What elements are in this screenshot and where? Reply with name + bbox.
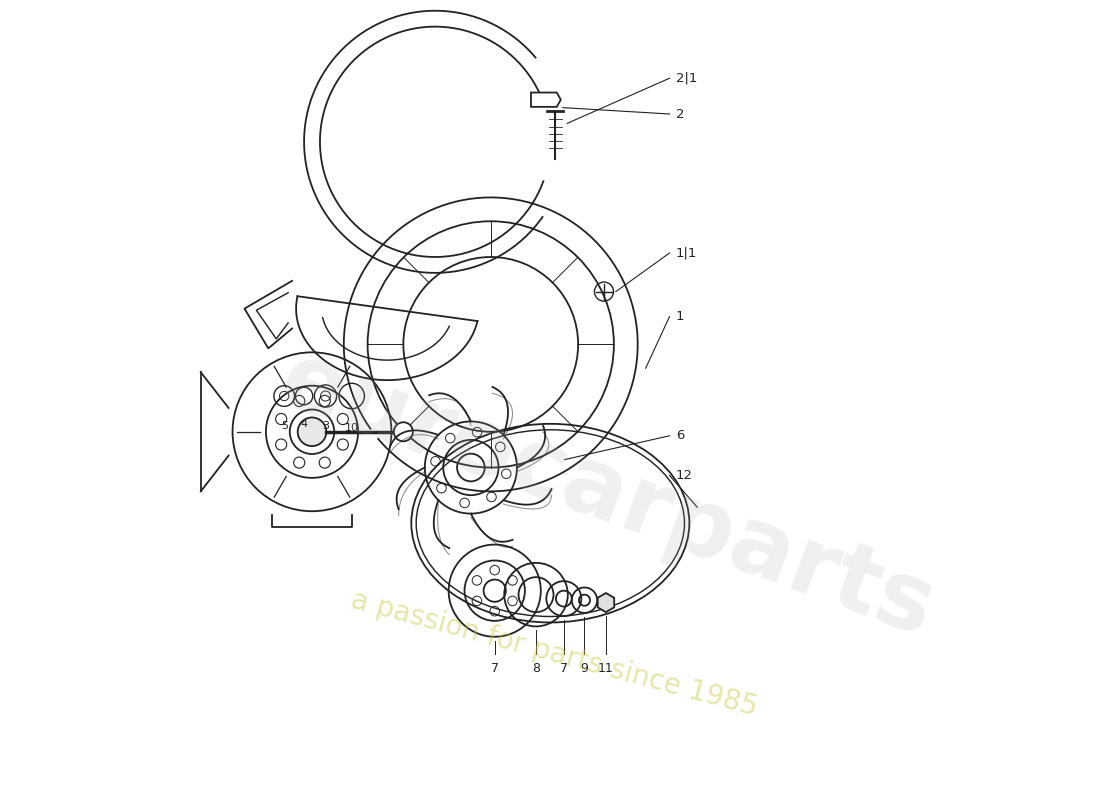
Text: 4: 4 [300,419,308,429]
Text: 3: 3 [322,422,329,431]
Polygon shape [531,93,561,107]
Text: 10: 10 [344,423,359,433]
Text: 5: 5 [280,421,288,430]
Text: 1: 1 [675,310,684,323]
Text: 7: 7 [491,662,498,675]
Polygon shape [597,593,614,612]
Text: a passion for parts since 1985: a passion for parts since 1985 [348,586,760,722]
Text: 11: 11 [598,662,614,675]
Text: eurocarparts: eurocarparts [268,334,947,656]
Text: 8: 8 [532,662,540,675]
Circle shape [394,422,412,442]
Circle shape [601,598,612,608]
Text: 2: 2 [675,107,684,121]
Circle shape [298,418,327,446]
Text: 1|1: 1|1 [675,246,697,259]
Text: 9: 9 [581,662,589,675]
Text: 12: 12 [675,469,693,482]
Text: 7: 7 [560,662,568,675]
Text: 2|1: 2|1 [675,72,697,85]
Text: 6: 6 [675,430,684,442]
